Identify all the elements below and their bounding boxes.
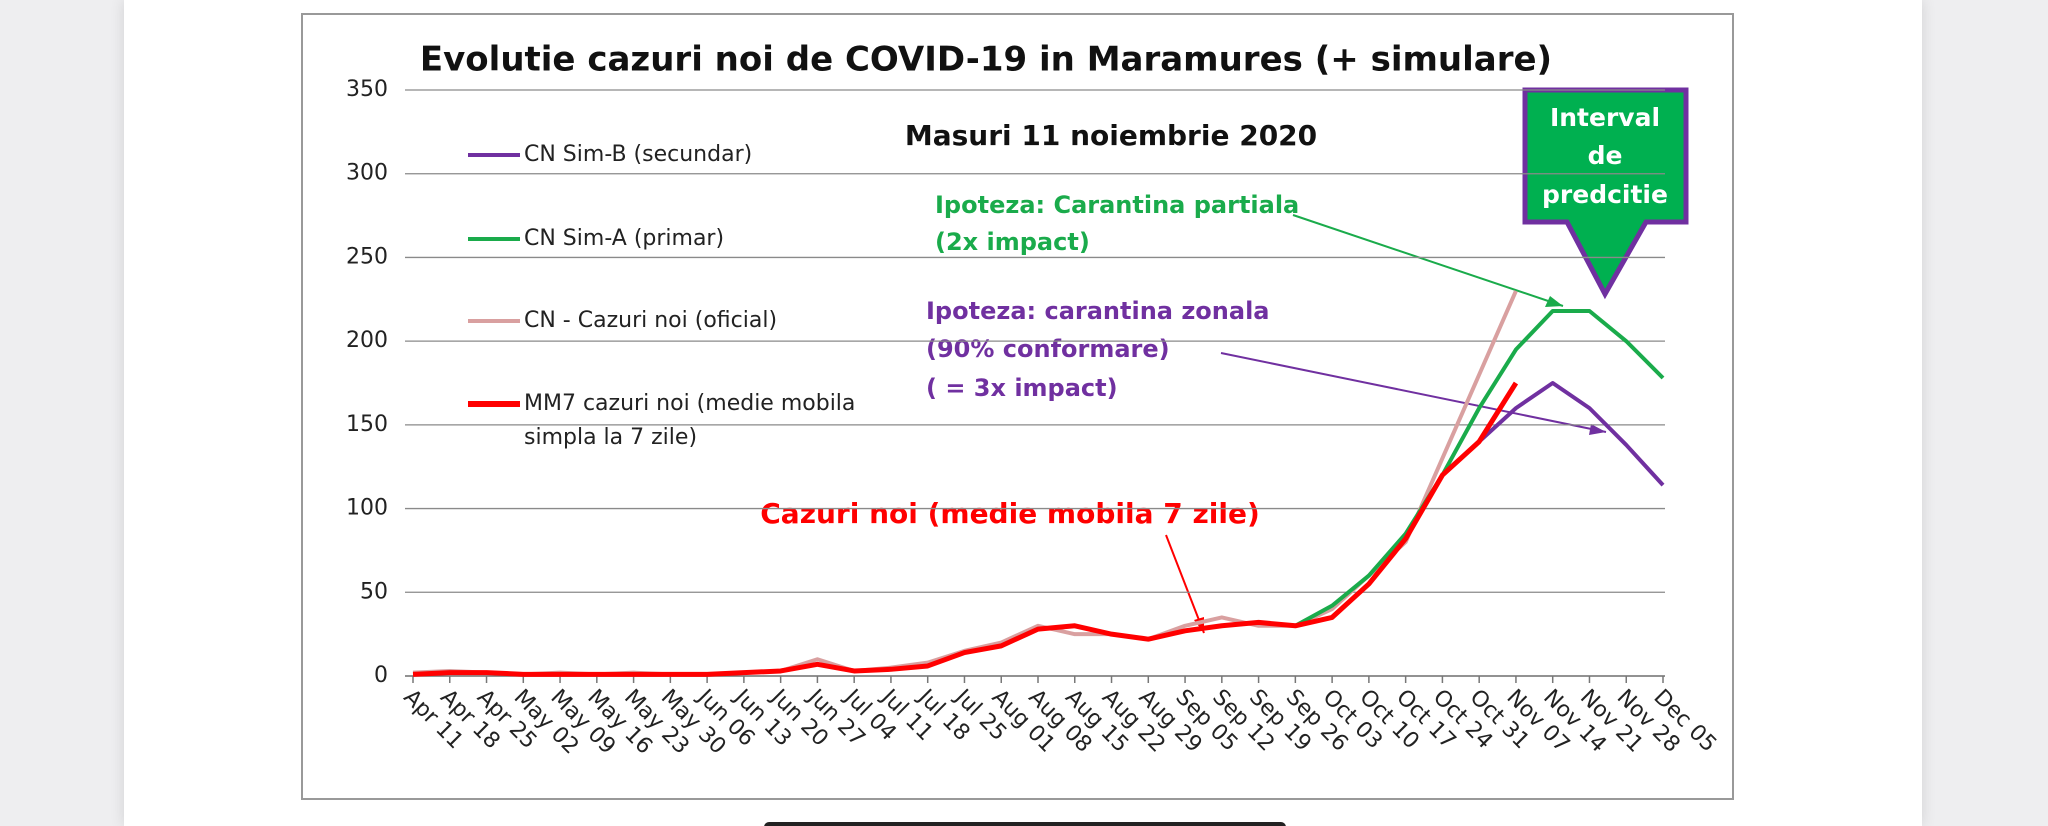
- y-tick-label: 50: [360, 579, 388, 604]
- annotation: Ipoteza: carantina zonala: [926, 297, 1270, 325]
- legend-label: MM7 cazuri noi (medie mobila simpla la 7…: [524, 391, 856, 450]
- chart-title: Evolutie cazuri noi de COVID-19 in Maram…: [420, 40, 1552, 80]
- chart-frame: [301, 13, 1734, 800]
- bottom-bar: [764, 822, 1286, 826]
- series-line: [1477, 381, 1665, 487]
- legend-label: CN Sim-A (primar): [524, 226, 725, 251]
- y-tick-label: 100: [346, 496, 388, 521]
- annotation: Ipoteza: Carantina partiala: [935, 191, 1299, 219]
- y-tick-label: 300: [346, 161, 388, 186]
- callout-text: predcitie: [1542, 180, 1668, 209]
- y-tick-label: 350: [346, 77, 388, 102]
- annotation: (2x impact): [935, 228, 1090, 256]
- annotation: Masuri 11 noiembrie 2020: [905, 119, 1317, 152]
- y-tick-label: 150: [346, 412, 388, 437]
- y-tick-label: 0: [374, 663, 388, 688]
- callout-text: de: [1588, 141, 1623, 170]
- annotation: ( = 3x impact): [926, 374, 1118, 402]
- annotation: (90% conformare): [926, 335, 1170, 363]
- series-line: [1294, 309, 1665, 628]
- series-line: [412, 381, 1519, 677]
- annotation: Cazuri noi (medie mobila 7 zile): [760, 497, 1260, 530]
- legend-label: CN Sim-B (secundar): [524, 142, 753, 167]
- callout-text: Interval: [1550, 103, 1660, 132]
- y-tick-label: 200: [346, 328, 388, 353]
- legend-label: CN - Cazuri noi (oficial): [524, 308, 778, 333]
- y-tick-label: 250: [346, 244, 388, 269]
